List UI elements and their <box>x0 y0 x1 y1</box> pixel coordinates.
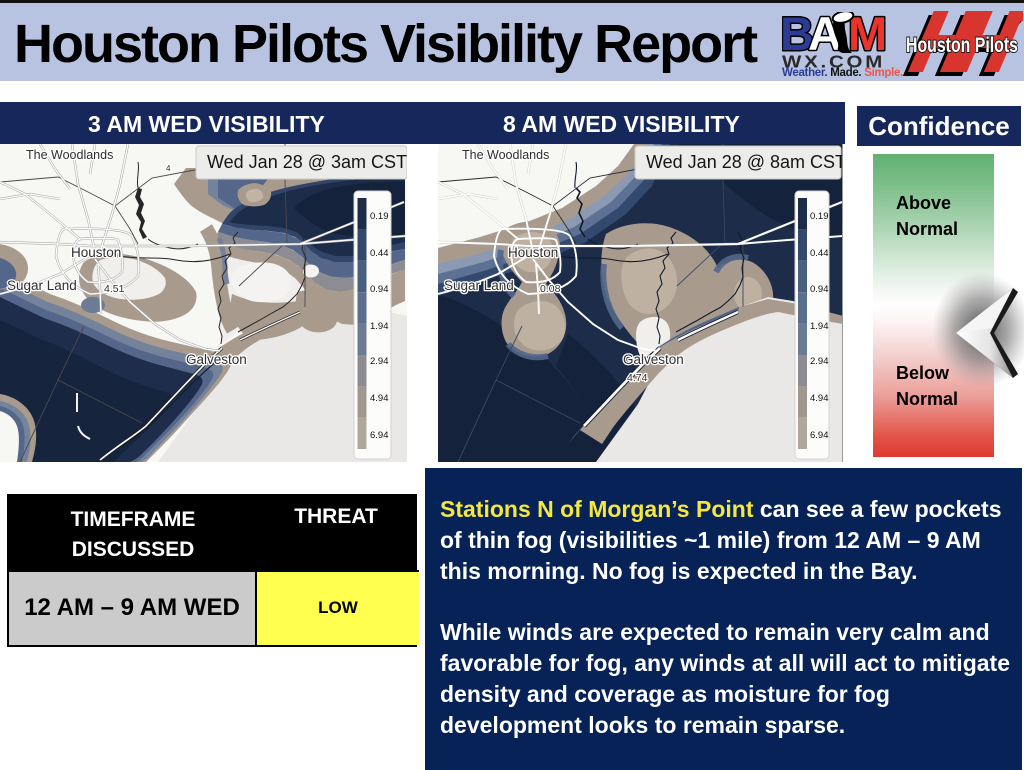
svg-text:The Woodlands: The Woodlands <box>26 148 113 162</box>
svg-text:WX.COM: WX.COM <box>782 53 885 72</box>
svg-text:0.08: 0.08 <box>540 283 561 295</box>
svg-text:2.94: 2.94 <box>370 356 389 367</box>
svg-text:M: M <box>848 12 887 60</box>
svg-text:Wed Jan 28 @ 3am CST: Wed Jan 28 @ 3am CST <box>207 152 407 172</box>
svg-text:4: 4 <box>166 164 171 173</box>
svg-text:0.94: 0.94 <box>370 284 389 295</box>
svg-text:2.94: 2.94 <box>810 356 829 367</box>
svg-text:4.94: 4.94 <box>810 393 829 404</box>
svg-text:Galveston: Galveston <box>623 352 684 367</box>
svg-text:Sugar Land: Sugar Land <box>7 278 77 293</box>
svg-text:0.19: 0.19 <box>370 211 389 222</box>
svg-text:4.51: 4.51 <box>104 283 125 295</box>
svg-text:0.44: 0.44 <box>810 248 829 259</box>
svg-text:1.94: 1.94 <box>810 321 829 332</box>
svg-text:0.44: 0.44 <box>370 248 389 259</box>
svg-text:Sugar Land: Sugar Land <box>444 278 514 293</box>
svg-text:Houston: Houston <box>508 245 558 260</box>
svg-text:Galveston: Galveston <box>186 352 247 367</box>
svg-text:B: B <box>782 12 812 60</box>
svg-text:4.74: 4.74 <box>627 372 648 384</box>
svg-text:Weather. Made. Simple.: Weather. Made. Simple. <box>782 67 903 78</box>
svg-text:Houston Pilots: Houston Pilots <box>906 34 1018 57</box>
svg-text:Wed Jan 28 @ 8am CST: Wed Jan 28 @ 8am CST <box>646 152 843 172</box>
svg-text:4.94: 4.94 <box>370 393 389 404</box>
svg-text:6.94: 6.94 <box>370 430 389 441</box>
svg-text:The Woodlands: The Woodlands <box>462 148 549 162</box>
svg-text:6.94: 6.94 <box>810 430 829 441</box>
svg-text:0.19: 0.19 <box>810 211 829 222</box>
svg-text:1.94: 1.94 <box>370 321 389 332</box>
svg-text:Houston: Houston <box>71 245 121 260</box>
svg-text:0.94: 0.94 <box>810 284 829 295</box>
